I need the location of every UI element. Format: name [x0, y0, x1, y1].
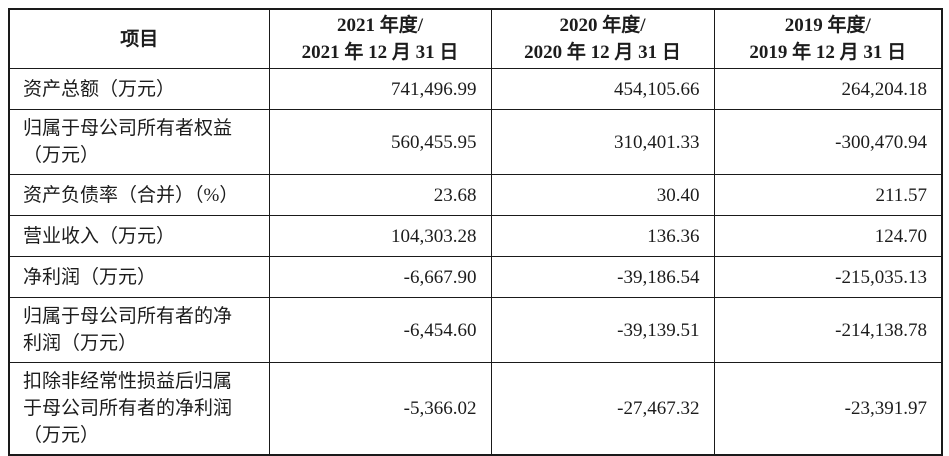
value-2020: 310,401.33	[490, 109, 715, 175]
value-2021: 23.68	[268, 174, 492, 216]
value-2021: 560,455.95	[268, 109, 492, 175]
column-header-2021-line1: 2021 年度/	[336, 15, 424, 36]
table-row-parent-equity: 归属于母公司所有者权益（万元） 560,455.95 310,401.33 -3…	[8, 109, 943, 175]
value-2021: 104,303.28	[268, 215, 492, 257]
column-header-2019-line1: 2019 年度/	[784, 15, 871, 36]
financial-summary-table: 项目 2021 年度/ 2021 年 12 月 31 日 2020 年度/ 20…	[8, 8, 943, 456]
row-label: 营业收入（万元）	[8, 215, 270, 257]
table-row-operating-revenue: 营业收入（万元） 104,303.28 136.36 124.70	[8, 215, 943, 257]
value-2020: -39,139.51	[490, 297, 715, 363]
value-2019: 211.57	[713, 174, 943, 216]
value-2020: -39,186.54	[490, 256, 715, 298]
column-header-2019: 2019 年度/ 2019 年 12 月 31 日	[713, 8, 943, 69]
value-2019: 124.70	[713, 215, 943, 257]
table-row-net-profit: 净利润（万元） -6,667.90 -39,186.54 -215,035.13	[8, 256, 943, 298]
value-2020: 454,105.66	[490, 68, 715, 110]
column-header-2019-line2: 2019 年 12 月 31 日	[749, 42, 907, 63]
column-header-2021-line2: 2021 年 12 月 31 日	[301, 42, 459, 63]
row-label: 资产总额（万元）	[8, 68, 270, 110]
document-page: 项目 2021 年度/ 2021 年 12 月 31 日 2020 年度/ 20…	[8, 8, 943, 456]
value-2021: -6,454.60	[268, 297, 492, 363]
value-2019: 264,204.18	[713, 68, 943, 110]
column-header-2020-line1: 2020 年度/	[559, 15, 646, 36]
column-header-item: 项目	[8, 8, 270, 69]
column-header-2021: 2021 年度/ 2021 年 12 月 31 日	[268, 8, 492, 69]
value-2020: -27,467.32	[490, 362, 715, 456]
value-2019: -214,138.78	[713, 297, 943, 363]
value-2021: -5,366.02	[268, 362, 492, 456]
value-2021: 741,496.99	[268, 68, 492, 110]
column-header-2020: 2020 年度/ 2020 年 12 月 31 日	[490, 8, 715, 69]
table-row-total-assets: 资产总额（万元） 741,496.99 454,105.66 264,204.1…	[8, 68, 943, 110]
row-label: 扣除非经常性损益后归属于母公司所有者的净利润（万元）	[8, 362, 270, 456]
value-2019: -215,035.13	[713, 256, 943, 298]
value-2020: 136.36	[490, 215, 715, 257]
value-2020: 30.40	[490, 174, 715, 216]
row-label: 归属于母公司所有者的净利润（万元）	[8, 297, 270, 363]
value-2019: -300,470.94	[713, 109, 943, 175]
column-header-2020-line2: 2020 年 12 月 31 日	[524, 42, 681, 63]
row-label: 净利润（万元）	[8, 256, 270, 298]
value-2021: -6,667.90	[268, 256, 492, 298]
column-header-item-label: 项目	[120, 28, 159, 50]
table-row-parent-net-profit: 归属于母公司所有者的净利润（万元） -6,454.60 -39,139.51 -…	[8, 297, 943, 363]
header-row: 项目 2021 年度/ 2021 年 12 月 31 日 2020 年度/ 20…	[8, 8, 943, 69]
table-row-deducted-net-profit: 扣除非经常性损益后归属于母公司所有者的净利润（万元） -5,366.02 -27…	[8, 362, 943, 456]
row-label: 归属于母公司所有者权益（万元）	[8, 109, 270, 175]
table-row-debt-ratio: 资产负债率（合并）（%） 23.68 30.40 211.57	[8, 174, 943, 216]
row-label: 资产负债率（合并）（%）	[8, 174, 270, 216]
value-2019: -23,391.97	[713, 362, 943, 456]
